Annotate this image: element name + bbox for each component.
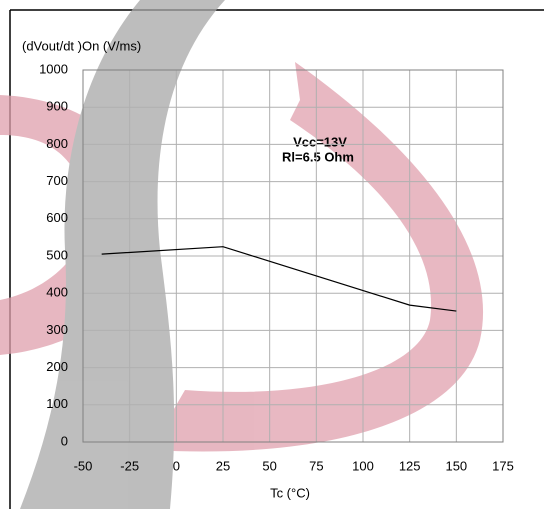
- y-tick-label: 0: [61, 433, 68, 448]
- plot-frame: [82, 69, 504, 443]
- y-tick-label: 200: [46, 359, 68, 374]
- x-tick-label: 25: [216, 458, 230, 473]
- y-tick-label: 800: [46, 136, 68, 151]
- annotation: Rl=6.5 Ohm: [282, 149, 354, 164]
- y-tick-label: 700: [46, 173, 68, 188]
- watermark-shape: [20, 0, 225, 509]
- x-tick-label: 75: [309, 458, 323, 473]
- x-tick-label: 175: [492, 458, 514, 473]
- y-tick-label: 300: [46, 322, 68, 337]
- y-axis-label: (dVout/dt )On (V/ms): [22, 38, 141, 53]
- watermark-shape: [150, 62, 484, 452]
- x-tick-label: 125: [399, 458, 421, 473]
- x-tick-label: 50: [262, 458, 276, 473]
- x-axis-label: Tc (°C): [270, 485, 310, 500]
- x-tick-label: -50: [74, 458, 93, 473]
- y-tick-label: 600: [46, 210, 68, 225]
- y-tick-label: 400: [46, 285, 68, 300]
- x-tick-label: 150: [445, 458, 467, 473]
- watermark: [0, 0, 484, 509]
- x-tick-label: 100: [352, 458, 374, 473]
- y-tick-label: 100: [46, 396, 68, 411]
- y-tick-label: 1000: [39, 61, 68, 76]
- x-tick-label: -25: [120, 458, 139, 473]
- annotation: Vcc=13V: [293, 134, 347, 149]
- y-tick-label: 500: [46, 247, 68, 262]
- y-tick-label: 900: [46, 99, 68, 114]
- x-tick-label: 0: [173, 458, 180, 473]
- data-line: [101, 246, 457, 312]
